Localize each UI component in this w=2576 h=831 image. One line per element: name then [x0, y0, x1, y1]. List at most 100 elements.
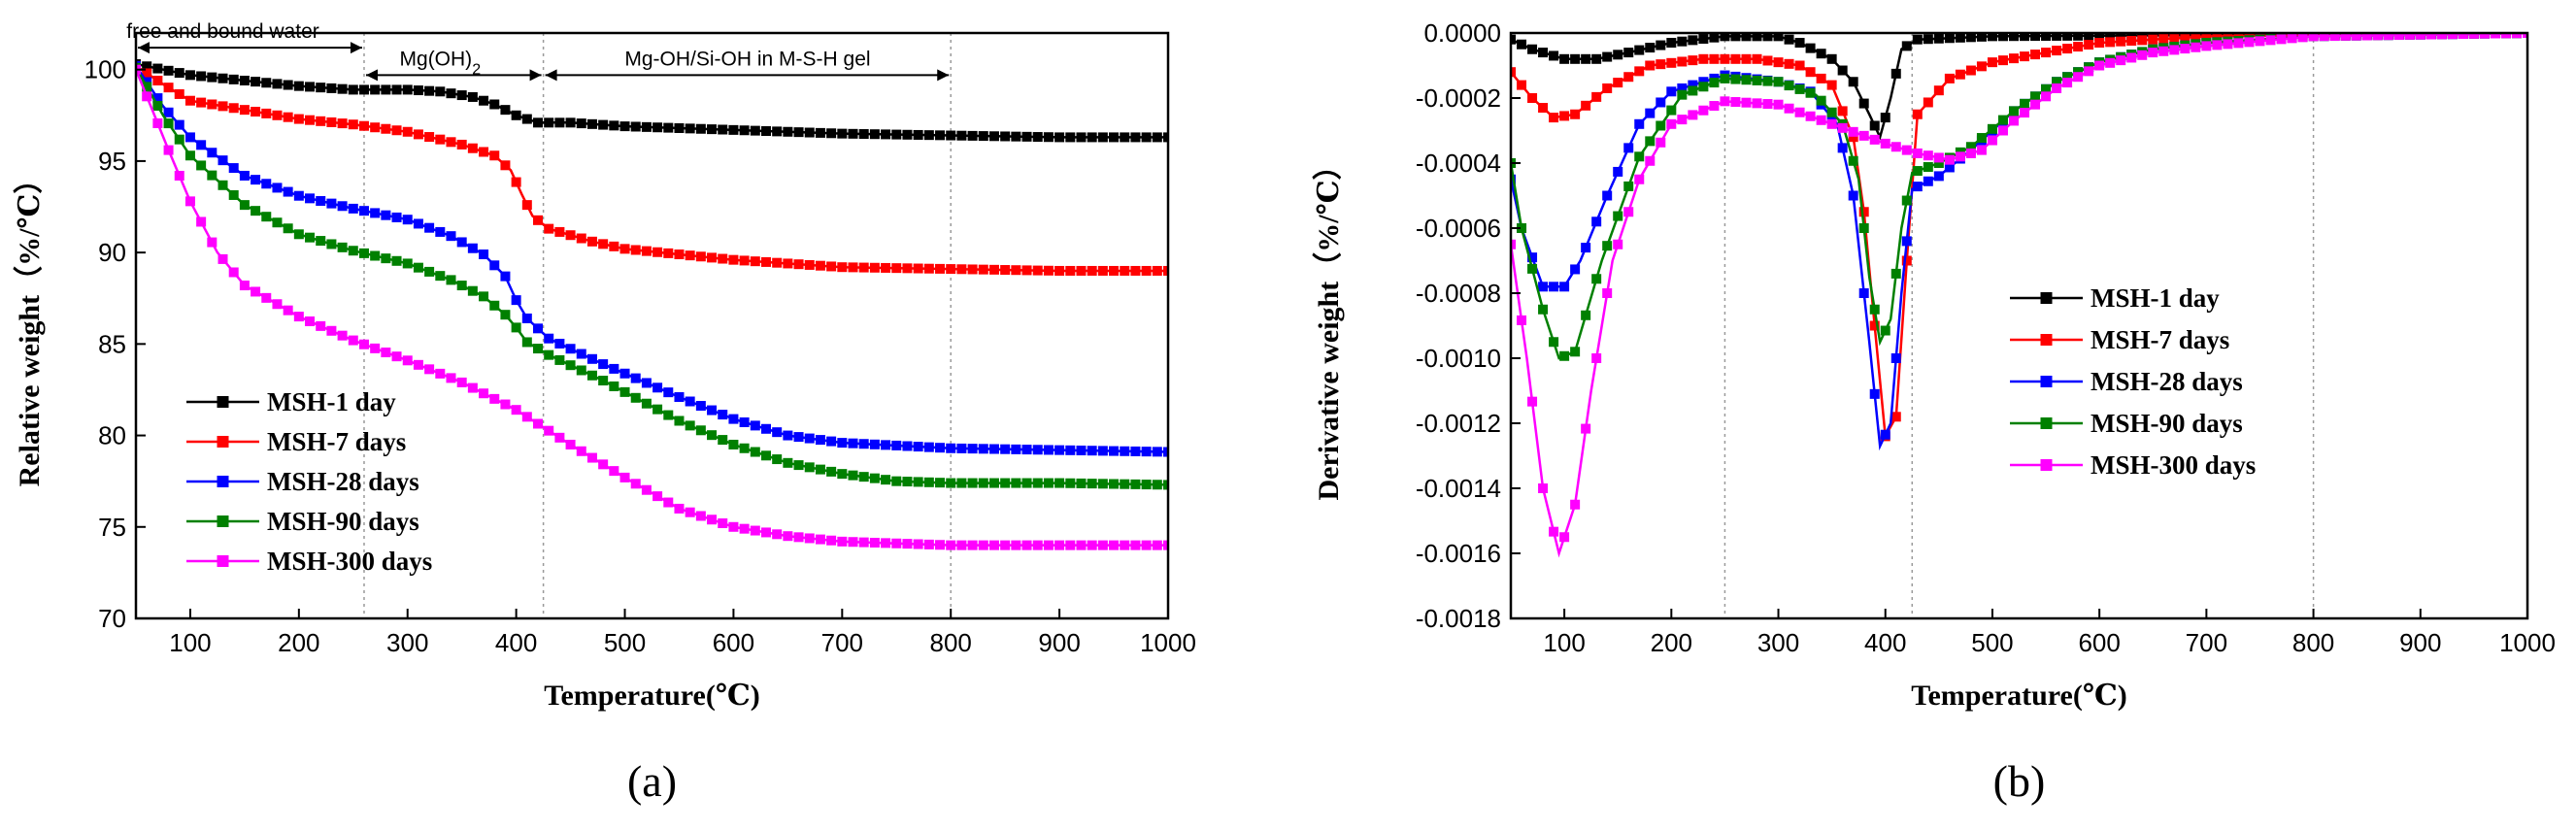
data-point-msh-1-day — [1581, 53, 1591, 64]
data-point-msh-7-days — [858, 262, 869, 273]
data-point-msh-1-day — [1826, 53, 1837, 64]
legend-marker-msh-28-days — [217, 476, 229, 487]
y-tick-label: -0.0010 — [1416, 344, 1501, 373]
data-point-msh-7-days — [1901, 255, 1912, 266]
data-point-msh-300-days — [293, 312, 304, 322]
data-point-msh-1-day — [1011, 131, 1021, 142]
data-point-msh-7-days — [2041, 48, 2052, 58]
series-line-msh-300-days — [1511, 33, 2527, 558]
data-point-msh-300-days — [207, 237, 217, 248]
data-point-msh-90-days — [316, 236, 326, 247]
data-point-msh-300-days — [446, 373, 456, 383]
data-point-msh-7-days — [402, 126, 413, 137]
data-point-msh-90-days — [2073, 67, 2084, 78]
x-tick-label: 600 — [713, 628, 754, 657]
data-point-msh-300-days — [804, 533, 815, 544]
data-point-msh-7-days — [1987, 57, 1997, 68]
data-point-msh-1-day — [718, 124, 728, 135]
data-point-msh-28-days — [891, 440, 902, 450]
data-point-msh-300-days — [1559, 532, 1570, 543]
data-point-msh-90-days — [695, 425, 706, 436]
data-point-msh-90-days — [1858, 223, 1869, 233]
data-point-msh-28-days — [837, 438, 848, 449]
data-point-msh-28-days — [739, 416, 750, 427]
data-point-msh-7-days — [152, 75, 163, 85]
data-point-msh-28-days — [1826, 113, 1837, 123]
legend-label-msh-28-days: MSH-28 days — [2091, 367, 2243, 396]
series-line-msh-28-days — [1511, 33, 2527, 451]
plot-frame — [134, 31, 1170, 620]
data-point-msh-300-days — [2383, 33, 2393, 41]
data-point-msh-1-day — [2030, 33, 2041, 42]
x-tick-label: 100 — [169, 628, 211, 657]
data-point-msh-28-days — [316, 195, 326, 206]
data-point-msh-7-days — [467, 143, 478, 153]
data-point-msh-7-days — [348, 119, 358, 130]
data-point-msh-90-days — [837, 469, 848, 480]
data-point-msh-300-days — [544, 425, 554, 436]
data-point-msh-1-day — [1784, 34, 1794, 45]
data-point-msh-90-days — [456, 281, 467, 291]
data-point-msh-300-days — [2308, 33, 2319, 42]
data-point-msh-7-days — [1634, 66, 1645, 77]
data-point-msh-300-days — [1032, 540, 1043, 550]
data-point-msh-7-days — [2020, 51, 2030, 62]
data-point-msh-300-days — [2458, 33, 2468, 40]
data-point-msh-7-days — [1688, 55, 1698, 66]
data-point-msh-300-days — [2030, 99, 2041, 110]
data-point-msh-90-days — [641, 398, 652, 409]
data-point-msh-300-days — [174, 170, 184, 181]
data-point-msh-1-day — [772, 126, 783, 137]
data-point-msh-28-days — [1677, 83, 1688, 93]
data-point-msh-28-days — [272, 183, 283, 193]
data-point-msh-7-days — [1163, 265, 1168, 276]
data-point-msh-300-days — [598, 459, 609, 470]
data-point-msh-300-days — [2137, 50, 2148, 60]
data-point-msh-7-days — [337, 118, 348, 129]
data-point-msh-1-day — [1933, 33, 1944, 44]
data-point-msh-90-days — [293, 229, 304, 240]
data-point-msh-28-days — [1032, 445, 1043, 455]
data-point-msh-90-days — [663, 410, 674, 420]
data-point-msh-1-day — [674, 122, 685, 133]
data-point-msh-300-days — [1784, 103, 1794, 114]
data-point-msh-300-days — [2020, 108, 2030, 118]
data-point-msh-7-days — [2030, 50, 2041, 60]
data-point-msh-300-days — [1720, 96, 1730, 107]
data-point-msh-90-days — [1976, 133, 1987, 144]
data-point-msh-300-days — [358, 339, 369, 349]
data-point-msh-90-days — [1965, 142, 1976, 152]
data-point-msh-300-days — [2158, 46, 2169, 56]
data-point-msh-1-day — [1848, 77, 1858, 87]
data-point-msh-1-day — [1688, 35, 1698, 46]
data-point-msh-300-days — [695, 511, 706, 521]
data-point-msh-300-days — [1741, 97, 1752, 108]
x-tick-label: 1000 — [1140, 628, 1196, 657]
data-point-msh-7-days — [554, 226, 565, 237]
data-point-msh-1-day — [663, 122, 674, 133]
data-point-msh-28-days — [619, 368, 630, 379]
data-point-msh-28-days — [1880, 429, 1890, 440]
data-point-msh-1-day — [1901, 41, 1912, 51]
data-point-msh-90-days — [370, 250, 381, 261]
data-point-msh-1-day — [544, 117, 554, 128]
data-point-msh-90-days — [228, 189, 239, 200]
data-point-msh-28-days — [1087, 446, 1097, 456]
data-point-msh-300-days — [500, 399, 511, 410]
data-point-msh-28-days — [391, 212, 402, 222]
data-point-msh-1-day — [1645, 43, 1656, 53]
y-axis-label: Derivative weight（%/℃） — [1312, 150, 1345, 500]
annotation-text: free and bound water — [126, 20, 318, 43]
annotation-arrow-head-right — [529, 69, 542, 82]
data-point-msh-300-days — [2073, 72, 2084, 83]
data-point-msh-7-days — [1741, 53, 1752, 64]
x-tick-label: 800 — [930, 628, 972, 657]
data-point-msh-28-days — [707, 405, 718, 416]
data-point-msh-1-day — [760, 126, 771, 137]
data-point-msh-90-days — [609, 381, 619, 391]
data-point-msh-7-days — [1976, 61, 1987, 72]
plot-frame — [1509, 31, 2529, 620]
data-point-msh-300-days — [1912, 148, 1923, 158]
data-point-msh-90-days — [163, 118, 174, 129]
data-point-msh-1-day — [2105, 33, 2116, 41]
